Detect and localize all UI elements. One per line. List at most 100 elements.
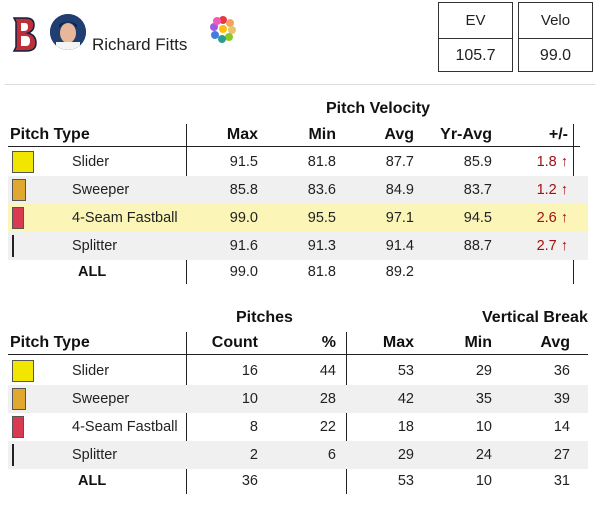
velocity-min: 81.8 [307,154,336,170]
velocity-avg: 89.2 [385,264,414,280]
pitches-row-splitter: Splitter 2 6 29 24 27 [8,441,588,469]
pitch-count: 10 [241,391,258,407]
velocity-yr-avg: 94.5 [463,210,492,226]
pitch-type-name: 4-Seam Fastball [72,419,178,435]
velocity-header-avg: Avg [384,126,414,143]
splitter-color-swatch [12,235,14,257]
pitches-header-type: Pitch Type [10,334,90,351]
pitch-pct: 6 [327,447,336,463]
ev-stat-box: EV 105.7 [438,2,513,72]
vb-min: 29 [475,363,492,379]
vb-min: 10 [475,419,492,435]
ev-label: EV [439,3,512,39]
pitches-row-all: ALL 36 53 10 31 [8,467,588,495]
vb-max: 29 [397,447,414,463]
velocity-title: Pitch Velocity [326,100,431,117]
header-divider [5,84,595,85]
player-avatar [50,14,86,50]
velocity-avg: 84.9 [385,182,414,198]
velocity-avg: 97.1 [385,210,414,226]
pitch-type-name: Slider [72,363,110,379]
all-label: ALL [78,473,107,489]
pitches-header-rule [8,354,588,355]
velo-value: 99.0 [539,47,572,64]
vb-avg: 36 [553,363,570,379]
pitches-header-vb-min: Min [464,334,492,351]
velocity-diff: 1.2 ↑ [536,182,568,198]
velocity-max: 85.8 [229,182,258,198]
vb-avg: 39 [553,391,570,407]
pitch-type-name: 4-Seam Fastball [72,210,178,226]
velocity-header-max: Max [226,126,258,143]
velocity-header-type: Pitch Type [10,126,90,143]
pitch-count: 8 [249,419,258,435]
velocity-max: 99.0 [229,210,258,226]
pitch-type-name: Splitter [72,238,118,254]
velocity-avg: 91.4 [385,238,414,254]
velocity-max: 99.0 [229,264,258,280]
pitch-color-wheel-icon [210,16,236,43]
velocity-header-min: Min [308,126,336,143]
pitches-header-count: Count [211,334,258,351]
vb-max: 42 [397,391,414,407]
pitch-type-name: Splitter [72,447,118,463]
player-header: Richard Fitts EV 105.7 Velo 99.0 [0,0,600,82]
velocity-min: 91.3 [307,238,336,254]
pitch-type-name: Sweeper [72,391,130,407]
pitches-row-sweeper: Sweeper 10 28 42 35 39 [8,385,588,413]
velo-stat-box: Velo 99.0 [518,2,593,72]
pitches-divider-mid [346,332,347,494]
velocity-min: 81.8 [307,264,336,280]
pitches-header-vb-avg: Avg [540,334,570,351]
velocity-row-sweeper: Sweeper 85.8 83.6 84.9 83.7 1.2 ↑ [8,176,588,204]
vb-max: 53 [397,363,414,379]
vb-max: 18 [397,419,414,435]
red-sox-logo-icon [12,17,37,52]
velocity-yr-avg: 88.7 [463,238,492,254]
velocity-yr-avg: 85.9 [463,154,492,170]
velocity-max: 91.5 [229,154,258,170]
pitches-header-vb-max: Max [382,334,414,351]
vb-min: 24 [475,447,492,463]
velocity-min: 83.6 [307,182,336,198]
pitch-count: 36 [241,473,258,489]
pitches-row-slider: Slider 16 44 53 29 36 [8,357,588,385]
ev-value: 105.7 [455,47,496,64]
four-seam-color-swatch [12,416,24,438]
velocity-header-rule [8,146,580,147]
velocity-max: 91.6 [229,238,258,254]
four-seam-color-swatch [12,207,24,229]
vb-avg: 14 [553,419,570,435]
vertical-break-title: Vertical Break [482,309,588,326]
vb-min: 10 [475,473,492,489]
pitch-pct: 28 [319,391,336,407]
pitches-divider-left [186,332,187,494]
velocity-diff: 1.8 ↑ [536,154,568,170]
pitch-pct: 22 [319,419,336,435]
velocity-min: 95.5 [307,210,336,226]
pitches-header-pct: % [321,334,336,351]
vb-max: 53 [397,473,414,489]
player-name: Richard Fitts [92,35,188,54]
velocity-row-all: ALL 99.0 81.8 89.2 [8,258,588,286]
velocity-diff: 2.7 ↑ [536,238,568,254]
velo-label: Velo [519,3,592,39]
pitch-type-name: Slider [72,154,110,170]
velocity-row-slider: Slider 91.5 81.8 87.7 85.9 1.8 ↑ [8,148,588,176]
slider-color-swatch [12,360,34,382]
vb-avg: 27 [553,447,570,463]
velocity-header-diff: +/- [548,126,568,143]
sweeper-color-swatch [12,388,26,410]
pitches-title: Pitches [236,309,293,326]
slider-color-swatch [12,151,34,173]
sweeper-color-swatch [12,179,26,201]
velocity-yr-avg: 83.7 [463,182,492,198]
pitch-count: 16 [241,363,258,379]
vb-min: 35 [475,391,492,407]
pitch-count: 2 [249,447,258,463]
pitches-row-four-seam-fastball: 4-Seam Fastball 8 22 18 10 14 [8,413,588,441]
vb-avg: 31 [553,473,570,489]
all-label: ALL [78,264,107,280]
pitch-type-name: Sweeper [72,182,130,198]
splitter-color-swatch [12,444,14,466]
